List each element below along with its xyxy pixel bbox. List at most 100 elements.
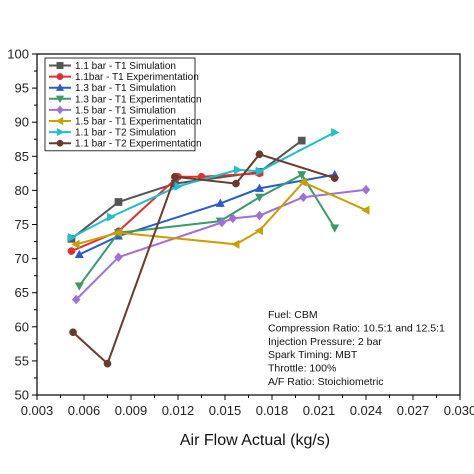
data-point [298, 177, 307, 187]
data-point [254, 226, 263, 236]
x-tick-label: 0.018 [256, 403, 289, 418]
legend-swatch-marker [56, 139, 64, 147]
data-point [232, 179, 240, 188]
series-5 [71, 184, 371, 305]
y-axis-ticks: 50 55 60 65 70 75 80 85 90 95 100 [7, 47, 37, 403]
y-tick-label: 70 [15, 251, 29, 266]
y-tick-label: 80 [15, 183, 29, 198]
legend-box [44, 57, 196, 152]
data-point [231, 239, 240, 249]
data-point [228, 213, 238, 224]
legend-swatch-marker [56, 127, 65, 137]
legend-item: 1.1 bar - T2 Experimentation [49, 139, 202, 150]
data-point [74, 282, 84, 291]
x-axis-title: Air Flow Actual (kg/s) [180, 432, 330, 449]
legend-item: 1.1 bar - T1 Simulation [49, 61, 176, 72]
y-tick-label: 90 [15, 115, 29, 130]
x-tick-label: 0.009 [115, 403, 148, 418]
legend-item: 1.3 bar - T1 Experimentation [49, 94, 202, 105]
series-6 [71, 177, 370, 249]
legend-swatch-marker [55, 116, 64, 126]
x-tick-label: 0.003 [21, 403, 54, 418]
data-point [114, 198, 123, 206]
data-point [71, 239, 80, 249]
legend-label: 1.3 bar - T1 Simulation [75, 83, 176, 94]
legend-label: 1.5 bar - T1 Experimentation [75, 117, 202, 128]
series-8 [69, 150, 339, 368]
series-layer [67, 127, 371, 368]
data-point [74, 249, 84, 258]
legend-label: 1.5 bar - T1 Simulation [75, 105, 176, 116]
data-point [297, 136, 306, 145]
annotation-line: A/F Ratio: Stoichiometric [268, 376, 384, 388]
data-point [174, 181, 183, 191]
data-point [330, 174, 339, 182]
data-point [330, 224, 340, 233]
data-point [215, 198, 225, 207]
series-line [72, 153, 336, 366]
legend-swatch-marker [56, 62, 64, 69]
data-point [331, 127, 340, 137]
y-tick-label: 100 [7, 47, 29, 62]
legend-label: 1.1 bar - T2 Experimentation [75, 139, 202, 150]
annotation-line: Spark Timing: MBT [268, 349, 358, 361]
y-tick-label: 60 [15, 319, 29, 334]
data-point [255, 166, 265, 176]
data-point [113, 228, 122, 238]
legend-item: 1.1bar - T1 Experimentation [49, 72, 199, 83]
data-point [217, 217, 227, 228]
annotation-line: Throttle: 100% [268, 363, 336, 375]
legend-label: 1.1 bar - T1 Simulation [75, 61, 176, 72]
y-tick-label: 95 [15, 81, 29, 96]
legend-swatch-marker [56, 105, 64, 115]
x-tick-label: 0.015 [209, 403, 242, 418]
data-point [254, 183, 265, 192]
annotation-line: Fuel: CBM [268, 309, 318, 321]
series-1 [67, 136, 306, 243]
data-point [254, 193, 265, 203]
data-point [234, 165, 243, 175]
legend-item: 1.3 bar - T1 Simulation [49, 83, 176, 94]
legend-item: 1.1 bar - T2 Simulation [49, 128, 176, 139]
data-point [67, 247, 76, 255]
series-line [71, 172, 260, 253]
x-tick-label: 0.012 [162, 403, 195, 418]
data-point [71, 294, 81, 305]
data-point [361, 184, 371, 195]
data-point [297, 171, 307, 180]
annotation-line: Compression Ratio: 10.5:1 and 12.5:1 [268, 322, 445, 334]
legend-item: 1.5 bar - T1 Experimentation [49, 117, 202, 128]
data-point [67, 232, 77, 243]
data-point [114, 252, 123, 263]
legend-swatch-marker [56, 73, 64, 81]
series-7 [67, 127, 340, 243]
x-tick-label: 0.021 [303, 403, 336, 418]
y-tick-label: 75 [15, 217, 29, 232]
y-tick-label: 85 [15, 149, 29, 164]
y-tick-label: 50 [15, 388, 29, 403]
x-tick-label: 0.024 [350, 403, 383, 418]
x-tick-label: 0.006 [68, 403, 101, 418]
data-point [171, 172, 179, 181]
series-line [75, 180, 367, 246]
y-tick-label: 55 [15, 353, 29, 368]
x-axis-ticks: 0.003 0.006 0.009 0.012 0.015 0.018 0.021 0.024… [21, 395, 474, 418]
x-tick-label: 0.027 [397, 403, 430, 418]
legend-label: 1.1bar - T1 Experimentation [75, 72, 199, 83]
annotation-line: Injection Pressure: 2 bar [268, 336, 382, 348]
y-tick-label: 65 [15, 285, 29, 300]
legend-swatch-marker [55, 83, 65, 91]
data-point [107, 212, 116, 222]
data-point [103, 359, 112, 368]
data-point [299, 192, 308, 203]
x-tick-label: 0.030 [444, 403, 474, 418]
legend-swatch-marker [55, 95, 65, 104]
legend-label: 1.3 bar - T1 Experimentation [75, 94, 202, 105]
data-point [255, 150, 264, 159]
data-point [361, 205, 370, 215]
data-point [69, 328, 77, 337]
legend-label: 1.1 bar - T2 Simulation [75, 128, 176, 139]
